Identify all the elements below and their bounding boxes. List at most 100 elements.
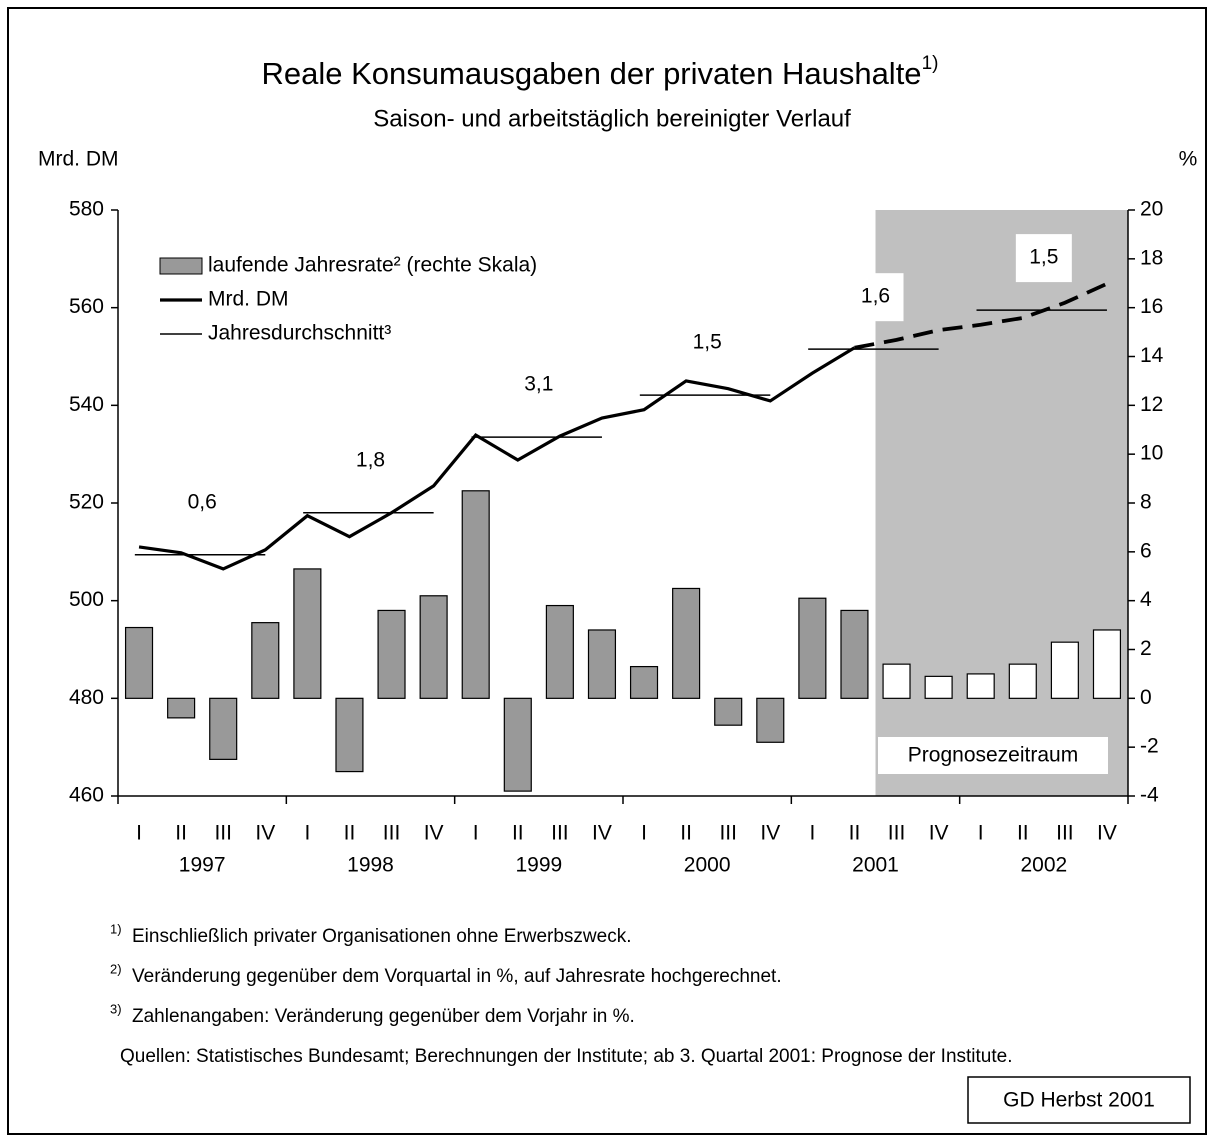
x-tick-label: I bbox=[978, 822, 984, 845]
bar bbox=[882, 663, 911, 699]
y2-tick-label: 20 bbox=[1140, 198, 1163, 221]
bar bbox=[587, 629, 617, 699]
bar bbox=[672, 587, 701, 699]
line bbox=[138, 346, 856, 571]
x-tick-label: IV bbox=[255, 822, 275, 845]
forecast-label-box bbox=[878, 737, 1108, 774]
year-label: 2001 bbox=[852, 854, 899, 877]
forecast-label: Prognosezeitraum bbox=[908, 744, 1078, 767]
bar bbox=[629, 665, 659, 699]
line-forecast bbox=[854, 282, 1108, 350]
legend-swatch bbox=[159, 257, 203, 275]
y-tick-label: 560 bbox=[69, 295, 104, 318]
bar bbox=[503, 697, 532, 792]
y-tick-label: 500 bbox=[69, 588, 104, 611]
x-tick-label: IV bbox=[424, 822, 444, 845]
y-tick-label: 540 bbox=[69, 393, 104, 416]
title-text: Reale Konsumausgaben der privaten Hausha… bbox=[262, 56, 922, 91]
y2-tick-label: 14 bbox=[1140, 344, 1164, 367]
bar bbox=[293, 568, 322, 699]
badge-box bbox=[967, 1076, 1191, 1124]
x-tick-label: IV bbox=[1097, 822, 1117, 845]
x-tick-label: II bbox=[1017, 822, 1029, 845]
x-tick-label: I bbox=[809, 822, 815, 845]
year-label: 2000 bbox=[684, 854, 731, 877]
y-axis-label: Mrd. DM bbox=[38, 148, 119, 171]
x-tick-label: III bbox=[719, 822, 737, 845]
annual-change-label: 1,5 bbox=[693, 331, 722, 354]
x-tick-label: IV bbox=[929, 822, 949, 845]
y-tick-label: 460 bbox=[69, 784, 104, 807]
y2-tick-label: 10 bbox=[1140, 442, 1163, 465]
footnote: Veränderung gegenüber dem Vorquartal in … bbox=[132, 966, 782, 987]
bar bbox=[924, 675, 953, 699]
source: Quellen: Statistisches Bundesamt; Berech… bbox=[120, 1046, 1012, 1067]
bar bbox=[461, 490, 490, 699]
x-tick-label: IV bbox=[592, 822, 612, 845]
forecast-area bbox=[875, 210, 1128, 796]
x-tick-label: III bbox=[1056, 822, 1074, 845]
y2-tick-label: 4 bbox=[1140, 588, 1152, 611]
y2-axis-label: % bbox=[1179, 148, 1198, 171]
bar bbox=[377, 609, 406, 699]
footnote-marker: 3) bbox=[110, 1001, 122, 1016]
year-label: 1998 bbox=[347, 854, 394, 877]
bar bbox=[209, 697, 238, 760]
y2-tick-label: 2 bbox=[1140, 637, 1152, 660]
badge: GD Herbst 2001 bbox=[1003, 1089, 1155, 1112]
y2-tick-label: 16 bbox=[1140, 295, 1163, 318]
x-tick-label: I bbox=[136, 822, 142, 845]
year-label: 1997 bbox=[179, 854, 226, 877]
bar bbox=[545, 604, 574, 699]
y-tick-label: 580 bbox=[69, 198, 104, 221]
legend-label: Mrd. DM bbox=[208, 288, 289, 311]
bar bbox=[714, 697, 743, 726]
x-tick-label: II bbox=[849, 822, 861, 845]
year-label: 2002 bbox=[1020, 854, 1067, 877]
x-tick-label: III bbox=[383, 822, 401, 845]
footnote-marker: 1) bbox=[110, 921, 122, 936]
y-tick-label: 520 bbox=[69, 491, 104, 514]
bar bbox=[966, 673, 995, 699]
legend-label: laufende Jahresrate² (rechte Skala) bbox=[208, 254, 537, 277]
y2-tick-label: -2 bbox=[1140, 735, 1159, 758]
label-box bbox=[1015, 234, 1072, 283]
x-tick-label: I bbox=[641, 822, 647, 845]
x-tick-label: II bbox=[175, 822, 187, 845]
footnote-marker: 2) bbox=[110, 961, 122, 976]
y2-tick-label: 0 bbox=[1140, 686, 1152, 709]
legend-label: Jahresdurchschnitt³ bbox=[208, 322, 391, 345]
bar bbox=[1050, 641, 1079, 699]
bar bbox=[335, 697, 364, 773]
bar bbox=[167, 697, 196, 719]
annual-change-label: 1,6 bbox=[861, 285, 890, 308]
bar bbox=[419, 595, 448, 699]
x-tick-label: I bbox=[304, 822, 310, 845]
annual-change-label: 0,6 bbox=[188, 490, 217, 513]
label-box bbox=[847, 273, 904, 322]
title-note: 1) bbox=[922, 53, 939, 74]
bar bbox=[1008, 663, 1037, 699]
chart-title: Reale Konsumausgaben der privaten Hausha… bbox=[262, 53, 939, 91]
y2-tick-label: 8 bbox=[1140, 491, 1152, 514]
footnote: Zahlenangaben: Veränderung gegenüber dem… bbox=[132, 1006, 635, 1027]
x-tick-label: II bbox=[512, 822, 524, 845]
year-label: 1999 bbox=[515, 854, 562, 877]
bar bbox=[1092, 629, 1122, 699]
bar bbox=[124, 626, 154, 699]
y-tick-label: 480 bbox=[69, 686, 104, 709]
y2-tick-label: -4 bbox=[1140, 784, 1159, 807]
annual-change-label: 1,5 bbox=[1029, 246, 1058, 269]
x-tick-label: IV bbox=[760, 822, 780, 845]
annual-change-label: 1,8 bbox=[356, 448, 385, 471]
y2-tick-label: 6 bbox=[1140, 539, 1152, 562]
subtitle: Saison- und arbeitstäglich bereinigter V… bbox=[373, 105, 851, 132]
bar bbox=[756, 697, 785, 743]
y2-tick-label: 18 bbox=[1140, 246, 1163, 269]
footnote: Einschließlich privater Organisationen o… bbox=[132, 926, 632, 947]
bar bbox=[840, 609, 869, 699]
x-tick-label: III bbox=[551, 822, 569, 845]
annual-change-label: 3,1 bbox=[524, 373, 553, 396]
x-tick-label: II bbox=[680, 822, 692, 845]
